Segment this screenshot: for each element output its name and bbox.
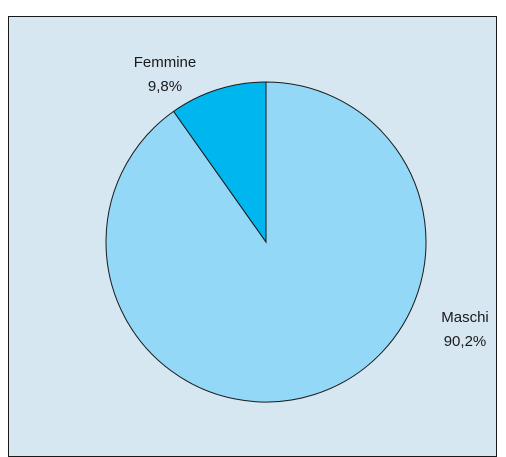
pie-slices [105, 81, 427, 403]
pie-slice-femmine [172, 81, 267, 244]
slice-label-maschi-percent: 90,2% [444, 333, 487, 350]
slice-label-femmine-name: Femmine [134, 54, 197, 71]
slice-label-femmine-percent: 9,8% [148, 78, 182, 95]
slice-label-maschi-name: Maschi [441, 309, 489, 326]
